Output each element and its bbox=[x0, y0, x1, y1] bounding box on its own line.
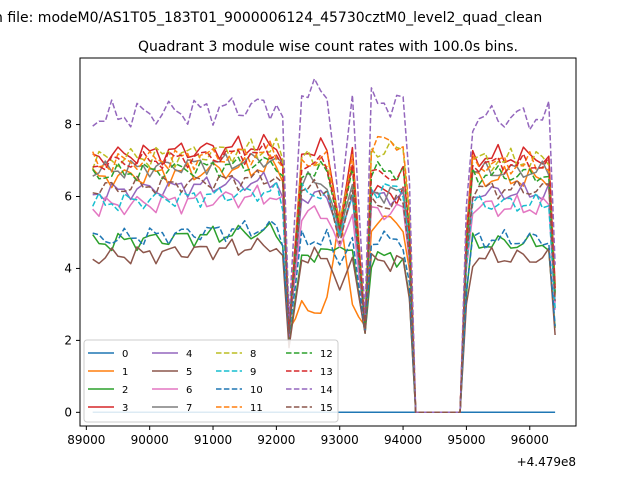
legend-label: 1 bbox=[122, 367, 128, 378]
x-tick-label: 90000 bbox=[131, 433, 169, 447]
legend-label: 7 bbox=[186, 403, 192, 414]
x-axis: 89000 90000 91000 92000 93000 94000 95000 96000 bbox=[67, 426, 549, 447]
y-tick-label: 6 bbox=[64, 189, 72, 203]
y-tick-label: 2 bbox=[64, 333, 72, 347]
x-tick-label: 91000 bbox=[194, 433, 232, 447]
legend-label: 0 bbox=[122, 349, 128, 360]
series-line-5 bbox=[92, 237, 556, 414]
series-lines bbox=[91, 77, 556, 414]
series-line-14 bbox=[92, 77, 556, 414]
y-tick-label: 4 bbox=[64, 261, 72, 275]
legend-label: 12 bbox=[320, 349, 333, 360]
y-axis: 0 2 4 6 8 bbox=[64, 118, 80, 419]
legend-label: 11 bbox=[250, 403, 263, 414]
legend-label: 9 bbox=[250, 367, 256, 378]
chart-title: Quadrant 3 module wise count rates with … bbox=[138, 39, 518, 55]
x-tick-label: 93000 bbox=[321, 433, 359, 447]
legend-label: 5 bbox=[186, 367, 192, 378]
x-tick-label: 95000 bbox=[447, 433, 485, 447]
legend-label: 4 bbox=[186, 349, 192, 360]
legend-box bbox=[83, 339, 339, 423]
legend-label: 15 bbox=[320, 403, 333, 414]
legend-label: 6 bbox=[186, 385, 192, 396]
series-line-15 bbox=[92, 169, 556, 414]
plot-frame bbox=[79, 57, 577, 427]
series-line-12 bbox=[92, 156, 556, 414]
x-tick-label: 92000 bbox=[257, 433, 295, 447]
legend-label: 13 bbox=[320, 367, 333, 378]
legend-label: 10 bbox=[250, 385, 263, 396]
figure-suptitle: n file: modeM0/AS1T05_183T01_9000006124_… bbox=[0, 10, 542, 26]
series-line-8 bbox=[91, 137, 556, 414]
series-line-11 bbox=[92, 135, 556, 414]
legend-label: 14 bbox=[320, 385, 333, 396]
y-tick-label: 0 bbox=[64, 405, 72, 419]
series-line-10 bbox=[92, 219, 556, 414]
x-tick-label: 94000 bbox=[384, 433, 422, 447]
x-tick-label: 89000 bbox=[67, 433, 105, 447]
x-offset-label: +4.479e8 bbox=[517, 455, 576, 469]
legend-label: 3 bbox=[122, 403, 128, 414]
series-line-13 bbox=[92, 142, 556, 414]
x-tick-label: 96000 bbox=[511, 433, 549, 447]
series-line-6 bbox=[92, 184, 556, 414]
y-tick-label: 8 bbox=[64, 118, 72, 132]
legend-label: 8 bbox=[250, 349, 256, 360]
legend-label: 2 bbox=[122, 385, 128, 396]
